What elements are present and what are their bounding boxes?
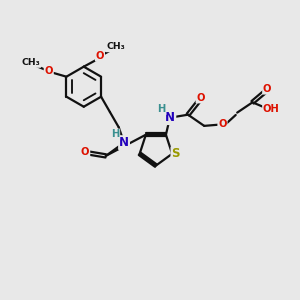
Text: O: O bbox=[81, 147, 89, 158]
Text: S: S bbox=[171, 147, 180, 160]
Text: N: N bbox=[165, 111, 175, 124]
Text: O: O bbox=[44, 66, 53, 76]
Text: CH₃: CH₃ bbox=[22, 58, 40, 67]
Text: H: H bbox=[111, 129, 119, 140]
Text: O: O bbox=[196, 93, 205, 103]
Text: CH₃: CH₃ bbox=[106, 42, 125, 51]
Text: O: O bbox=[96, 51, 104, 61]
Text: O: O bbox=[263, 84, 272, 94]
Text: OH: OH bbox=[263, 104, 280, 114]
Text: N: N bbox=[119, 136, 129, 149]
Text: O: O bbox=[218, 119, 227, 129]
Text: H: H bbox=[158, 104, 166, 114]
